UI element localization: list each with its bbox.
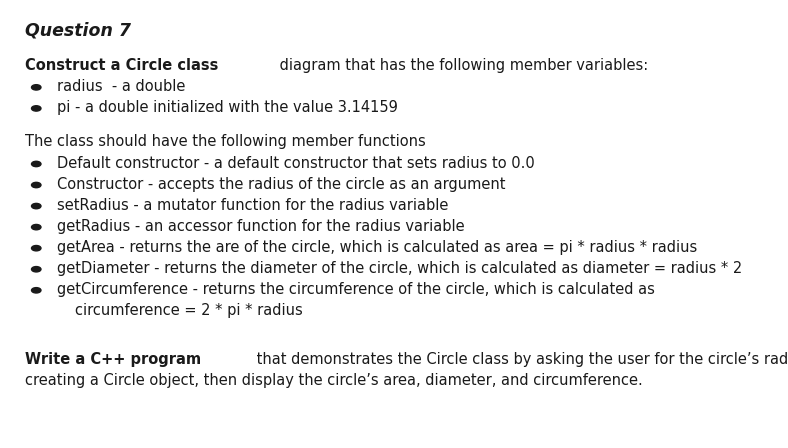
- Circle shape: [32, 267, 41, 272]
- Text: getCircumference - returns the circumference of the circle, which is calculated : getCircumference - returns the circumfer…: [57, 282, 655, 297]
- Circle shape: [32, 224, 41, 230]
- Circle shape: [32, 246, 41, 251]
- Text: getRadius - an accessor function for the radius variable: getRadius - an accessor function for the…: [57, 219, 464, 234]
- Circle shape: [32, 203, 41, 209]
- Text: getDiameter - returns the diameter of the circle, which is calculated as diamete: getDiameter - returns the diameter of th…: [57, 261, 742, 276]
- Text: Write a C++ program: Write a C++ program: [25, 352, 202, 366]
- Text: Default constructor - a default constructor that sets radius to 0.0: Default constructor - a default construc…: [57, 156, 534, 171]
- Text: Question 7: Question 7: [25, 22, 132, 39]
- Text: pi - a double initialized with the value 3.14159: pi - a double initialized with the value…: [57, 100, 398, 115]
- Text: circumference = 2 * pi * radius: circumference = 2 * pi * radius: [75, 303, 303, 318]
- Text: diagram that has the following member variables:: diagram that has the following member va…: [275, 58, 648, 73]
- Text: Construct a Circle class: Construct a Circle class: [25, 58, 218, 73]
- Text: getArea - returns the are of the circle, which is calculated as area = pi * radi: getArea - returns the are of the circle,…: [57, 240, 697, 255]
- Text: Constructor - accepts the radius of the circle as an argument: Constructor - accepts the radius of the …: [57, 177, 505, 192]
- Text: creating a Circle object, then display the circle’s area, diameter, and circumfe: creating a Circle object, then display t…: [25, 373, 643, 388]
- Circle shape: [32, 182, 41, 188]
- Circle shape: [32, 288, 41, 293]
- Circle shape: [32, 85, 41, 90]
- Text: that demonstrates the Circle class by asking the user for the circle’s radius,: that demonstrates the Circle class by as…: [252, 352, 788, 366]
- Text: radius  - a double: radius - a double: [57, 79, 185, 94]
- Text: setRadius - a mutator function for the radius variable: setRadius - a mutator function for the r…: [57, 198, 448, 213]
- Circle shape: [32, 161, 41, 167]
- Text: The class should have the following member functions: The class should have the following memb…: [25, 134, 426, 149]
- Circle shape: [32, 106, 41, 111]
